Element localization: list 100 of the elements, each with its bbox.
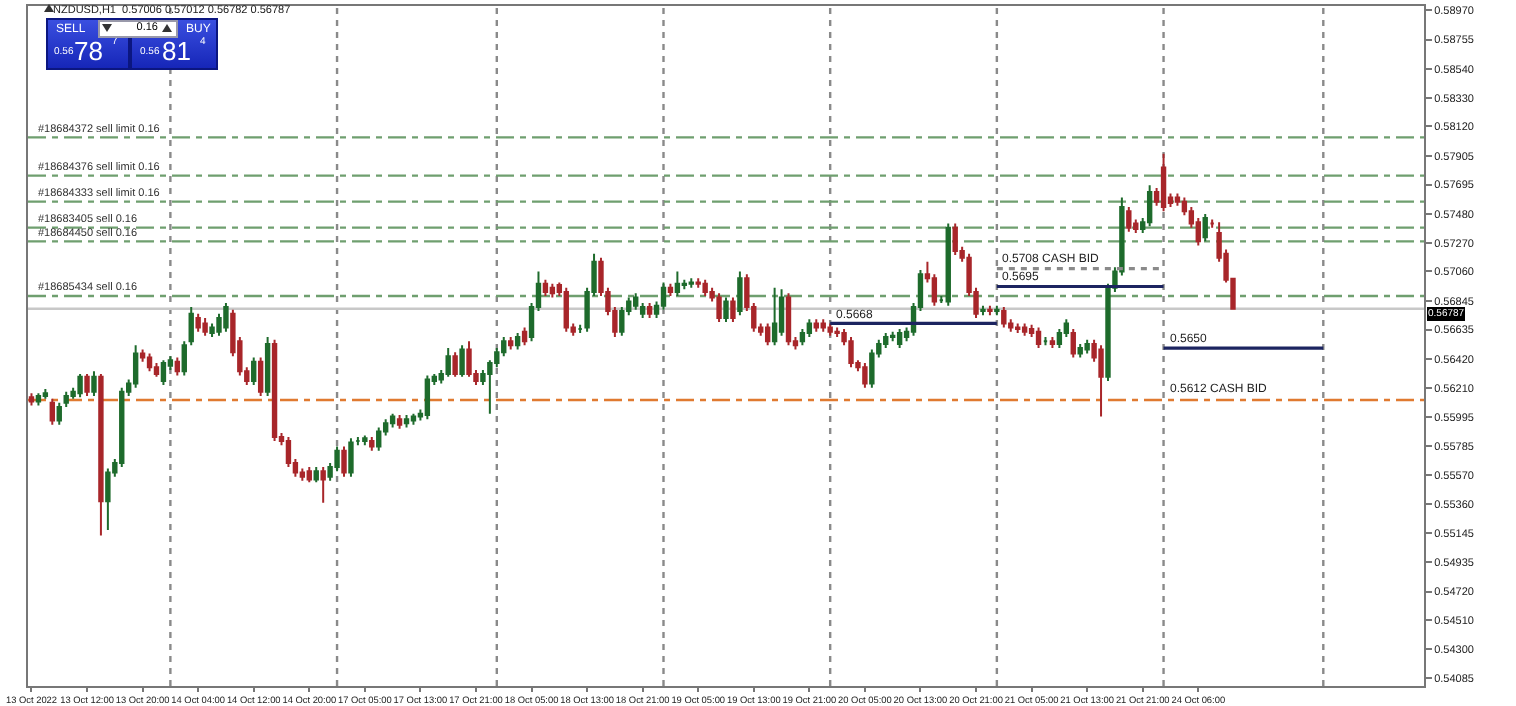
candlestick: [285, 435, 292, 469]
candlestick: [730, 296, 736, 324]
candlestick: [459, 344, 465, 378]
candlestick: [28, 392, 35, 407]
candlestick: [1049, 336, 1056, 350]
candlestick: [563, 286, 569, 333]
candlestick: [945, 222, 951, 307]
candlestick: [646, 301, 653, 319]
candlestick: [362, 434, 368, 447]
candlestick: [42, 388, 49, 400]
candlestick: [119, 386, 125, 469]
candlestick: [827, 322, 833, 337]
candlestick: [778, 288, 785, 337]
annotation: 81: [162, 36, 191, 66]
candlestick: [896, 327, 903, 350]
candlestick: [348, 437, 354, 478]
candlestick: [639, 301, 646, 319]
candlestick: [660, 281, 667, 311]
candlestick: [271, 338, 278, 443]
candlestick: [834, 326, 840, 339]
candlestick: [1056, 327, 1063, 350]
candlestick: [306, 466, 312, 484]
candlestick: [1202, 212, 1208, 243]
candlestick: [994, 304, 1000, 317]
candlestick: [716, 292, 722, 324]
candlestick: [1070, 327, 1076, 359]
candlestick: [49, 397, 56, 426]
candlestick: [452, 351, 458, 378]
candlestick: [1146, 184, 1153, 228]
candlestick: [987, 304, 993, 317]
candlestick: [542, 278, 549, 298]
candlestick: [174, 356, 181, 377]
candlestick: [1077, 342, 1083, 359]
candlestick: [883, 332, 889, 350]
candlestick: [209, 322, 215, 339]
candlestick: [313, 466, 319, 484]
candlestick: [35, 392, 42, 407]
candlestick: [508, 336, 514, 351]
candlestick: [466, 340, 472, 378]
candlestick: [195, 312, 201, 333]
candlestick: [424, 374, 431, 421]
candlestick: [84, 373, 90, 397]
candlestick: [1126, 206, 1132, 233]
candlestick: [764, 322, 771, 347]
candlestick: [848, 336, 854, 369]
candlestick: [264, 336, 271, 397]
candlestick: [160, 359, 167, 386]
candlestick: [410, 412, 417, 426]
candlestick: [132, 344, 139, 389]
candlestick: [1015, 322, 1021, 334]
candlestick: [320, 466, 326, 504]
candlestick: [785, 292, 792, 347]
candlestick: [813, 318, 819, 333]
candlestick: [820, 318, 826, 333]
candlestick: [1098, 344, 1104, 418]
candlestick: [549, 282, 556, 299]
candlestick: [1174, 192, 1181, 207]
candlestick: [667, 282, 674, 298]
candlestick: [681, 278, 688, 291]
candlestick: [223, 301, 229, 333]
candlestick: [702, 278, 708, 298]
candlestick: [1160, 152, 1167, 213]
candlestick: [299, 467, 306, 482]
candlestick: [514, 332, 521, 351]
candlestick: [77, 373, 83, 399]
candlestick: [862, 362, 868, 389]
candlestick: [1001, 306, 1007, 329]
candlestick: [1035, 326, 1042, 350]
candlestick: [257, 356, 264, 397]
candlestick: [202, 316, 208, 337]
candlestick: [251, 356, 257, 386]
candlestick: [105, 467, 111, 532]
candlestick: [737, 270, 743, 317]
candlestick: [91, 370, 97, 397]
candlestick: [376, 426, 382, 452]
candlestick: [723, 296, 729, 324]
candlestick: [98, 373, 104, 537]
candlestick: [889, 330, 896, 343]
candlestick: [674, 270, 681, 298]
candlestick: [334, 445, 340, 473]
candlestick: [521, 326, 528, 347]
candlestick: [146, 352, 153, 373]
candlestick: [341, 445, 347, 478]
candlestick: [139, 348, 146, 363]
candlestick: [1042, 336, 1049, 347]
candlestick: [1021, 322, 1028, 337]
candlestick: [1209, 218, 1215, 229]
candlestick: [389, 412, 396, 429]
candlestick: [369, 435, 375, 452]
candlestick: [688, 277, 694, 289]
candlestick: [403, 414, 410, 429]
candlestick: [445, 347, 451, 378]
candlestick: [771, 286, 778, 347]
candlestick: [153, 362, 160, 378]
candlestick: [806, 318, 813, 339]
candlestick: [799, 327, 806, 347]
candlestick: [396, 414, 403, 430]
candlestick: [695, 277, 701, 289]
candlestick: [952, 222, 958, 257]
annotation: 78: [74, 36, 103, 66]
